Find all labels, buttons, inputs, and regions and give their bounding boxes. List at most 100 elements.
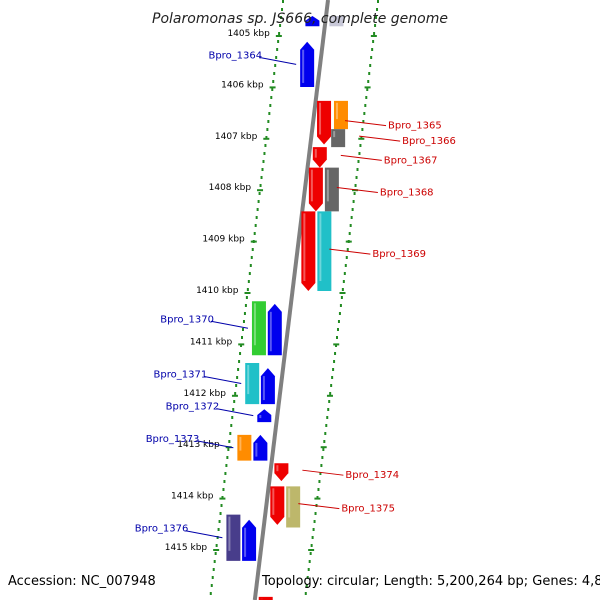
gene-Bpro_1365a[interactable]	[317, 100, 332, 145]
left-track-dot	[212, 568, 215, 571]
gene-Bpro_1374[interactable]	[274, 463, 289, 482]
axis-line	[252, 0, 330, 600]
gene-top-gray[interactable]	[329, 16, 344, 27]
left-track-dot	[219, 512, 222, 515]
gene-Bpro_1375a[interactable]	[270, 486, 285, 525]
gene-Bpro_1370a[interactable]	[251, 301, 266, 356]
gene-label-leader	[302, 469, 344, 476]
gene-bottom-red[interactable]	[258, 596, 273, 600]
right-track-dot	[328, 400, 331, 403]
right-track-dot	[364, 104, 367, 107]
gene-highlight	[303, 213, 306, 281]
gene-label-Bpro_1365[interactable]: Bpro_1365	[388, 121, 442, 132]
left-track-dot	[263, 152, 266, 155]
left-track-dot	[269, 104, 272, 107]
gene-Bpro_1364[interactable]	[300, 41, 315, 87]
gene-label-Bpro_1369[interactable]: Bpro_1369	[372, 249, 426, 260]
gene-label-leader	[204, 376, 242, 385]
tick-label: 1409 kbp	[202, 235, 245, 245]
right-track-dot	[377, 0, 379, 3]
left-track-dot	[250, 256, 253, 259]
right-track-dot	[370, 56, 373, 59]
gene-Bpro_1371a[interactable]	[245, 362, 260, 405]
gene-highlight	[319, 213, 322, 281]
gene-label-Bpro_1375[interactable]: Bpro_1375	[341, 504, 395, 515]
gene-label-leader	[336, 186, 378, 193]
gene-label-Bpro_1372[interactable]: Bpro_1372	[166, 402, 220, 413]
gene-features	[226, 16, 348, 600]
gene-label-Bpro_1367[interactable]: Bpro_1367	[384, 155, 438, 166]
gene-label-Bpro_1373[interactable]: Bpro_1373	[146, 434, 200, 445]
gene-label-Bpro_1376[interactable]: Bpro_1376	[135, 524, 189, 535]
right-track-dot	[329, 392, 332, 395]
gene-Bpro_1369a[interactable]	[301, 211, 316, 291]
right-track-dot	[358, 152, 361, 155]
left-track-dot	[224, 472, 227, 475]
gene-highlight	[253, 303, 256, 346]
left-track-dot	[256, 208, 259, 211]
kbp-ticks: 1405 kbp 1406 kbp 1407 kbp 1408 kbp 1409 kbp…	[165, 29, 377, 553]
gene-label-Bpro_1364[interactable]: Bpro_1364	[208, 50, 262, 61]
gene-Bpro_1368b[interactable]	[324, 167, 339, 212]
gene-Bpro_1370b[interactable]	[267, 303, 282, 356]
gene-Bpro_1373a[interactable]	[237, 434, 252, 461]
right-track-dot	[348, 232, 351, 235]
gene-Bpro_1366[interactable]	[331, 129, 346, 148]
gene-label-Bpro_1374[interactable]: Bpro_1374	[345, 470, 399, 481]
gene-label-Bpro_1370[interactable]: Bpro_1370	[160, 314, 214, 325]
tick-label: 1405 kbp	[227, 29, 270, 39]
gene-top-blue[interactable]	[305, 16, 320, 27]
right-track-dot	[304, 592, 307, 595]
left-track-dot	[246, 288, 249, 291]
right-track-dot	[316, 496, 319, 499]
left-track-dot	[242, 320, 245, 323]
left-track-dot	[211, 576, 214, 579]
right-track-dot	[365, 96, 368, 99]
right-track-dot	[341, 288, 344, 291]
left-track-dot	[276, 48, 279, 51]
gene-label-leader	[344, 120, 387, 127]
gene-highlight	[302, 49, 305, 83]
right-track-dot	[369, 64, 372, 67]
gene-highlight	[276, 465, 279, 472]
left-track-dot	[264, 144, 267, 147]
gene-Bpro_1376a[interactable]	[226, 514, 241, 561]
gene-label-Bpro_1368[interactable]: Bpro_1368	[380, 187, 434, 198]
left-track-dot	[210, 584, 213, 587]
gene-Bpro_1369b[interactable]	[317, 211, 332, 291]
gene-highlight	[288, 488, 291, 518]
left-track-dot	[275, 56, 278, 59]
left-track-dot	[262, 160, 265, 163]
gene-label-leader	[359, 135, 401, 142]
left-track-dot	[239, 352, 242, 355]
tick-label: 1413 kbp	[177, 440, 220, 450]
gene-label-Bpro_1366[interactable]: Bpro_1366	[402, 136, 456, 147]
gene-highlight	[228, 516, 231, 551]
gene-Bpro_1373b[interactable]	[253, 434, 268, 461]
right-track-dot	[353, 192, 356, 195]
gene-Bpro_1367[interactable]	[312, 147, 327, 168]
tick-label: 1410 kbp	[196, 286, 239, 296]
right-track-dot	[339, 304, 342, 307]
tick-label: 1407 kbp	[215, 132, 258, 142]
left-track-dot	[231, 416, 234, 419]
left-track-dot	[244, 304, 247, 307]
gene-highlight	[259, 415, 262, 419]
right-track-dot	[334, 352, 337, 355]
right-track-dot	[354, 184, 357, 187]
left-track-dot	[228, 440, 231, 443]
gene-Bpro_1365b[interactable]	[333, 100, 348, 130]
tick-label: 1406 kbp	[221, 80, 264, 90]
left-track-dot	[237, 368, 240, 371]
gene-Bpro_1371b[interactable]	[260, 368, 275, 405]
gene-Bpro_1368a[interactable]	[308, 167, 323, 212]
gene-Bpro_1375b[interactable]	[286, 486, 301, 528]
right-track-dot	[366, 88, 369, 91]
gene-highlight	[262, 376, 265, 401]
right-track-dot	[363, 112, 366, 115]
gene-label-Bpro_1371[interactable]: Bpro_1371	[154, 370, 208, 381]
gene-Bpro_1372[interactable]	[257, 409, 272, 423]
left-track-dot	[255, 216, 258, 219]
gene-Bpro_1376b[interactable]	[242, 519, 257, 561]
left-track-dot	[254, 224, 257, 227]
